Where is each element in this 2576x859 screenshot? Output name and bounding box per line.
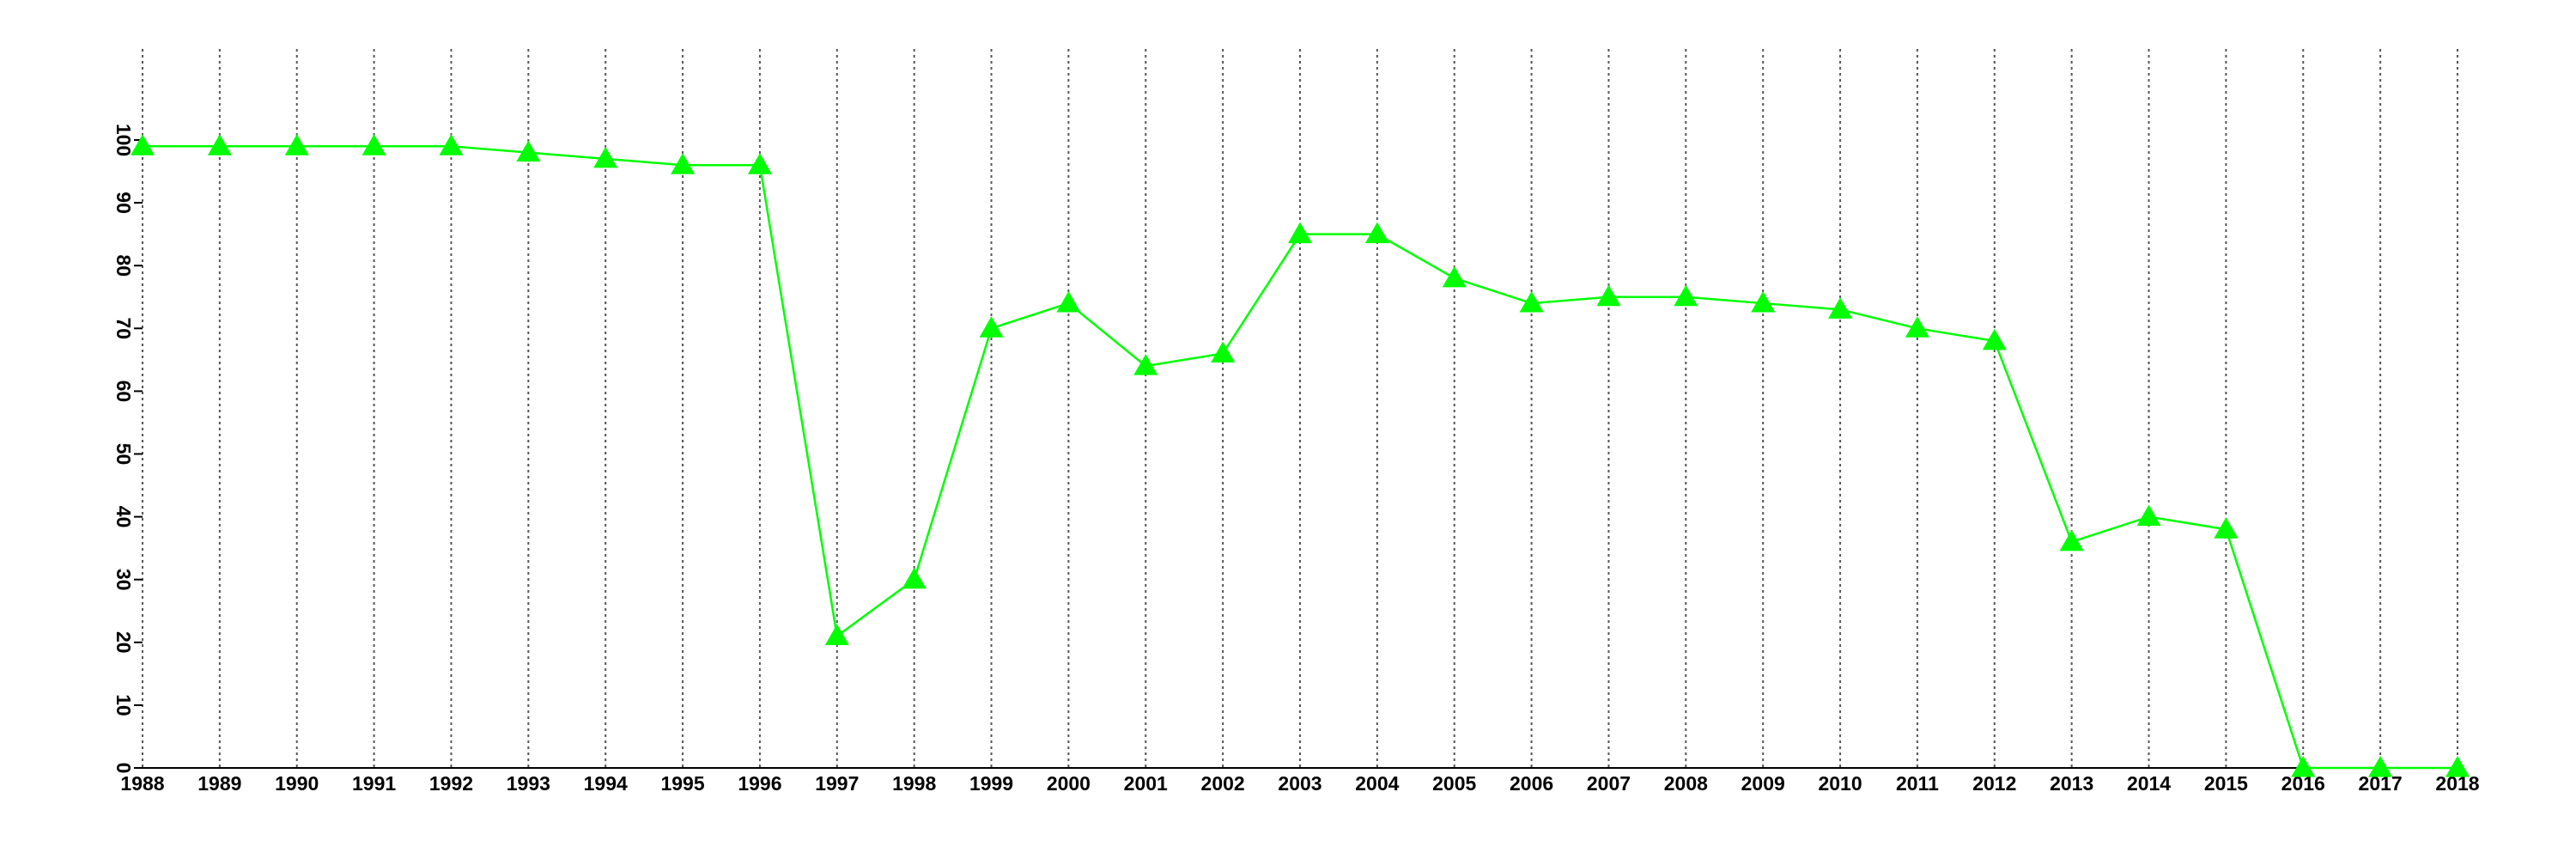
x-tick-label: 2009: [1741, 772, 1785, 795]
marker: [2291, 756, 2316, 777]
marker: [747, 153, 772, 174]
y-tick-label: 10: [112, 694, 135, 716]
x-tick-label: 1997: [815, 772, 859, 795]
x-tick-label: 2011: [1896, 772, 1939, 795]
y-tick-label: 40: [112, 506, 135, 528]
marker: [1288, 222, 1312, 244]
x-tick-label: 2004: [1355, 772, 1399, 795]
marker: [824, 624, 849, 645]
marker: [284, 134, 309, 155]
marker: [131, 134, 155, 155]
marker: [361, 134, 386, 155]
y-tick-label: 90: [112, 192, 135, 214]
marker: [1596, 284, 1621, 307]
x-tick-label: 1992: [429, 772, 473, 795]
marker: [439, 134, 464, 155]
marker: [1211, 341, 1236, 363]
x-tick-label: 1995: [660, 772, 704, 795]
x-tick-label: 2012: [1972, 772, 2016, 795]
marker: [902, 567, 927, 589]
x-tick-label: 2005: [1432, 772, 1476, 795]
x-tick-label: 2001: [1124, 772, 1168, 795]
marker: [2445, 756, 2470, 777]
marker: [2368, 756, 2393, 777]
x-tick-label: 2003: [1278, 772, 1321, 795]
x-tick-label: 2006: [1510, 772, 1553, 795]
x-tick-label: 1988: [120, 772, 164, 795]
x-tick-label: 2007: [1587, 772, 1631, 795]
x-tick-label: 1996: [738, 772, 781, 795]
marker: [1751, 291, 1776, 313]
x-tick-label: 1993: [507, 772, 550, 795]
y-tick-label: 50: [112, 443, 135, 466]
marker: [593, 146, 618, 168]
x-tick-label: 2008: [1664, 772, 1708, 795]
y-tick-label: 80: [112, 254, 135, 277]
marker: [1442, 265, 1467, 288]
x-tick-label: 2015: [2204, 772, 2248, 795]
x-tick-label: 1989: [197, 772, 241, 795]
marker: [207, 134, 232, 155]
x-tick-label: 2000: [1047, 772, 1091, 795]
x-tick-label: 1998: [892, 772, 936, 795]
marker: [2136, 504, 2161, 527]
x-tick-label: 2002: [1201, 772, 1245, 795]
x-tick-label: 1999: [969, 772, 1013, 795]
marker: [1905, 316, 1929, 338]
x-tick-label: 1991: [352, 772, 396, 795]
marker: [1674, 284, 1698, 307]
y-tick-label: 100: [112, 124, 135, 156]
marker: [1982, 328, 2007, 350]
x-tick-label: 2013: [2050, 772, 2093, 795]
marker: [1056, 291, 1081, 313]
y-tick-label: 20: [112, 631, 135, 654]
x-tick-label: 2014: [2127, 772, 2171, 795]
marker: [671, 153, 696, 174]
y-tick-label: 60: [112, 381, 135, 403]
marker: [2214, 517, 2239, 539]
marker: [1828, 297, 1853, 319]
marker: [1364, 222, 1389, 244]
marker: [1133, 354, 1158, 375]
y-tick-label: 0: [112, 763, 135, 774]
marker: [516, 140, 541, 162]
marker: [1519, 291, 1544, 313]
marker: [2059, 529, 2084, 551]
x-tick-label: 1990: [275, 772, 319, 795]
marker: [979, 316, 1004, 338]
x-tick-label: 1994: [584, 772, 628, 795]
y-tick-label: 30: [112, 569, 135, 591]
x-tick-label: 2010: [1818, 772, 1862, 795]
y-tick-label: 70: [112, 318, 135, 340]
